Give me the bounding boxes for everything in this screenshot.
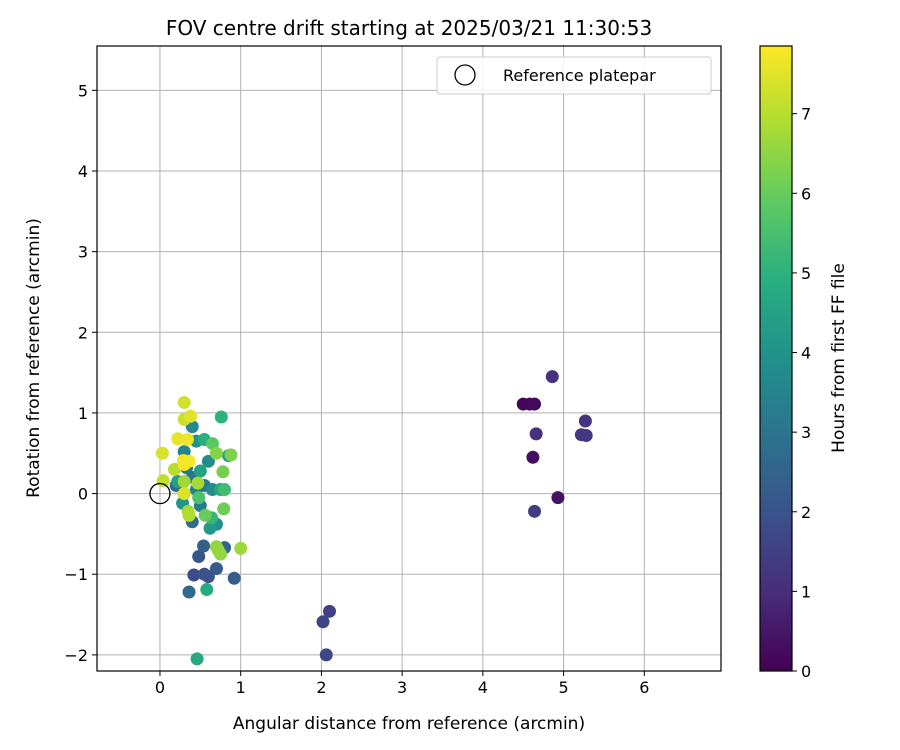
- data-point: [177, 474, 191, 488]
- colorbar-tick-label: 7: [801, 105, 811, 124]
- data-point: [182, 508, 196, 522]
- colorbar-label: Hours from first FF file: [829, 263, 849, 453]
- data-point: [319, 648, 333, 662]
- colorbar-gradient: [759, 45, 793, 672]
- colorbar-tick-label: 3: [801, 423, 811, 442]
- y-tick-label: 1: [78, 404, 88, 423]
- data-point: [214, 410, 228, 424]
- x-tick-label: 6: [639, 678, 649, 697]
- colorbar-tick-label: 0: [801, 662, 811, 681]
- colorbar-tick-label: 1: [801, 582, 811, 601]
- x-axis-label: Angular distance from reference (arcmin): [233, 714, 585, 734]
- y-axis-label: Rotation from reference (arcmin): [24, 218, 44, 498]
- data-points: [155, 370, 593, 666]
- data-point: [187, 568, 201, 582]
- data-point: [579, 429, 593, 443]
- data-point: [156, 474, 170, 488]
- legend-box: [436, 56, 712, 95]
- colorbar-tick-label: 5: [801, 264, 811, 283]
- data-point: [193, 464, 207, 478]
- data-point: [198, 508, 212, 522]
- data-point: [227, 571, 241, 585]
- data-point: [216, 465, 230, 479]
- x-tick-label: 1: [236, 678, 246, 697]
- data-point: [209, 562, 223, 576]
- data-point: [578, 414, 592, 428]
- y-tick-label: 0: [78, 485, 88, 504]
- y-tick-label: 5: [78, 81, 88, 100]
- x-tick-label: 2: [316, 678, 326, 697]
- plot-frame: [96, 45, 722, 672]
- data-point: [190, 652, 204, 666]
- data-point: [218, 483, 232, 497]
- y-tick-label: 3: [78, 243, 88, 262]
- colorbar-tick-label: 6: [801, 184, 811, 203]
- legend-marker: [454, 64, 476, 86]
- data-point: [528, 504, 542, 518]
- data-point: [529, 427, 543, 441]
- data-point: [203, 521, 217, 535]
- data-point: [177, 458, 191, 472]
- data-point: [545, 370, 559, 384]
- x-axis: 0 1 2 3 4 5 6: [155, 671, 649, 697]
- legend: Reference platepar: [436, 56, 712, 95]
- x-tick-label: 3: [397, 678, 407, 697]
- data-point: [322, 604, 336, 618]
- data-point: [211, 543, 225, 557]
- data-point: [192, 549, 206, 563]
- data-point: [171, 432, 185, 446]
- data-point: [224, 448, 238, 462]
- data-point: [177, 487, 191, 501]
- colorbar: 0 1 2 3 4 5 6 7 Hours from first FF file: [759, 45, 849, 681]
- data-point: [191, 476, 205, 490]
- data-point: [209, 446, 223, 460]
- data-point: [217, 502, 231, 516]
- data-point: [184, 409, 198, 423]
- data-point: [526, 450, 540, 464]
- chart-title: FOV centre drift starting at 2025/03/21 …: [166, 16, 652, 40]
- data-point: [201, 454, 215, 468]
- grid-lines: [97, 46, 721, 671]
- data-point: [177, 395, 191, 409]
- data-point: [201, 570, 215, 584]
- x-tick-label: 4: [478, 678, 488, 697]
- data-point: [234, 541, 248, 555]
- y-tick-label: 4: [78, 162, 88, 181]
- data-point: [182, 585, 196, 599]
- y-axis: −2 −1 0 1 2 3 4 5: [64, 81, 97, 665]
- data-point: [180, 433, 194, 447]
- reference-point: [149, 482, 171, 505]
- data-point: [192, 491, 206, 505]
- y-tick-label: −2: [64, 646, 88, 665]
- x-tick-label: 0: [155, 678, 165, 697]
- colorbar-ticks: 0 1 2 3 4 5 6 7: [792, 105, 811, 681]
- y-tick-label: −1: [64, 565, 88, 584]
- colorbar-tick-label: 4: [801, 344, 811, 363]
- data-point: [200, 583, 214, 597]
- data-point: [197, 539, 211, 553]
- colorbar-tick-label: 2: [801, 503, 811, 522]
- legend-entry-reference: Reference platepar: [503, 66, 656, 85]
- data-point: [167, 462, 181, 476]
- data-point: [551, 491, 565, 505]
- data-point: [528, 397, 542, 411]
- x-tick-label: 5: [558, 678, 568, 697]
- data-point: [155, 446, 169, 460]
- data-point: [316, 615, 330, 629]
- y-tick-label: 2: [78, 323, 88, 342]
